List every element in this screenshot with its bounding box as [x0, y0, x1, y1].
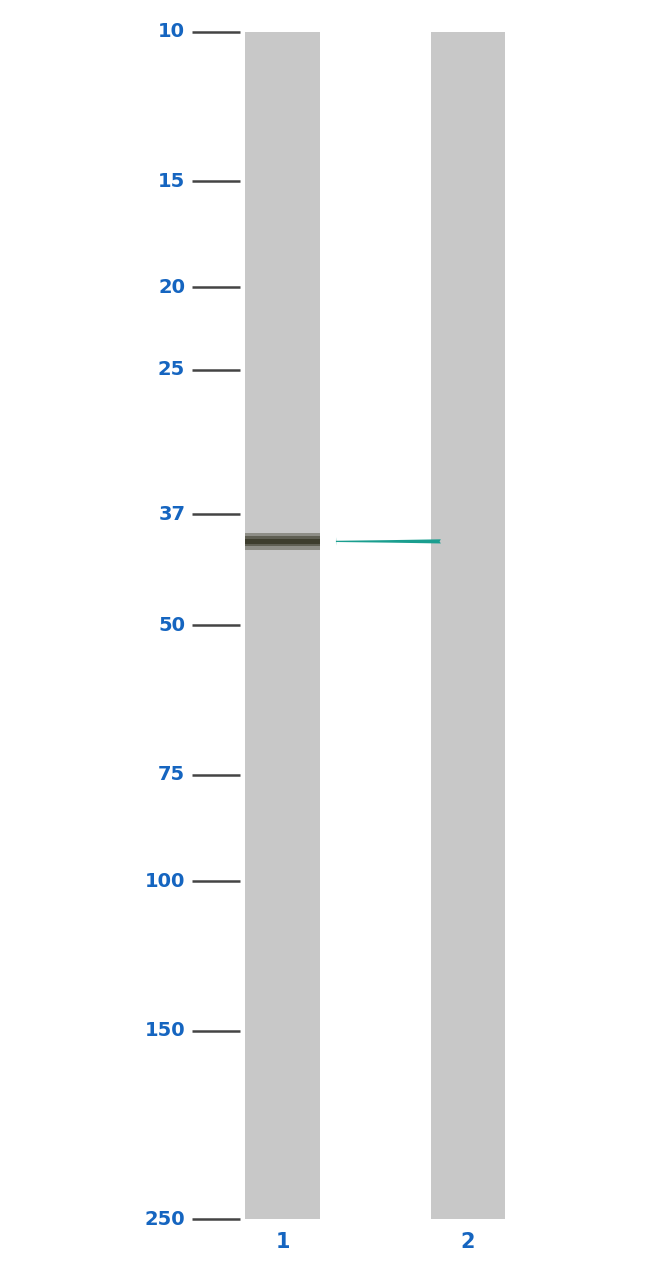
Text: 75: 75 [158, 766, 185, 785]
Text: 100: 100 [145, 871, 185, 890]
Bar [246, 533, 320, 538]
Text: 37: 37 [158, 504, 185, 523]
Text: 20: 20 [158, 278, 185, 297]
Text: 1: 1 [276, 1232, 290, 1252]
Text: 2: 2 [461, 1232, 475, 1252]
Bar [246, 544, 320, 550]
Bar [246, 546, 320, 550]
Text: 250: 250 [144, 1210, 185, 1228]
Text: 150: 150 [144, 1021, 185, 1040]
Bar [246, 533, 320, 550]
Text: 50: 50 [158, 616, 185, 635]
Text: 15: 15 [158, 171, 185, 190]
Text: 10: 10 [158, 23, 185, 41]
Bar [246, 533, 320, 536]
Bar [430, 32, 506, 1219]
Bar [246, 32, 320, 1219]
Text: 25: 25 [158, 361, 185, 380]
